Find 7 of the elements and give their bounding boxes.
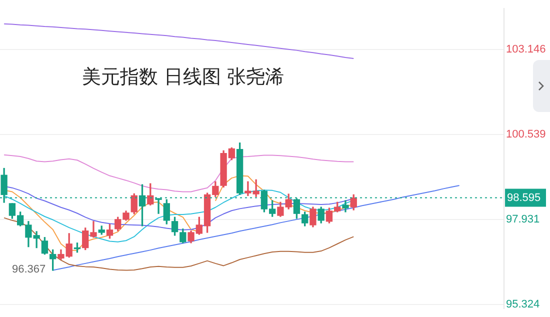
annotation: 96.367 [12,263,46,276]
text: 美元指数 日线图 张尧浠 [82,65,284,90]
y-tick-label: 100.539 [506,128,546,140]
y-tick-label: 103.146 [506,43,546,56]
ref-line-label: 98.595 [507,192,541,204]
y-tick-label: 95.324 [506,298,540,310]
y-tick-label: 97.931 [506,213,540,226]
